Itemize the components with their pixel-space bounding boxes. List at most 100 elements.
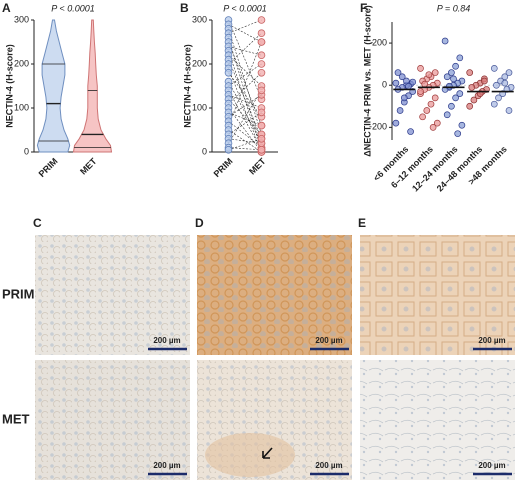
point bbox=[224, 146, 233, 154]
pair-line bbox=[228, 41, 262, 126]
pair-line bbox=[228, 32, 262, 65]
point bbox=[470, 96, 478, 104]
point bbox=[257, 38, 266, 46]
pair-line bbox=[228, 50, 262, 150]
panel-letter: C bbox=[33, 216, 42, 230]
point bbox=[505, 69, 513, 76]
point bbox=[493, 81, 500, 89]
point bbox=[425, 71, 433, 79]
pair-line bbox=[228, 90, 262, 150]
point bbox=[405, 82, 412, 90]
point bbox=[257, 121, 266, 130]
point bbox=[466, 102, 474, 110]
violin bbox=[72, 19, 113, 153]
pair-line bbox=[228, 63, 262, 87]
y-tick-label: 200 bbox=[14, 58, 29, 68]
scale-bar-label: 200 µm bbox=[315, 461, 342, 470]
point bbox=[429, 124, 437, 131]
pair-line bbox=[228, 94, 262, 109]
y-tick-label: 300 bbox=[14, 14, 29, 24]
point bbox=[257, 108, 266, 117]
scale-bar-label: 200 µm bbox=[315, 336, 342, 345]
pair-line bbox=[228, 94, 262, 118]
pair-line bbox=[228, 41, 262, 126]
y-tick-label: 200 bbox=[372, 37, 387, 47]
pair-line bbox=[228, 112, 262, 135]
scale-bar-label: 200 µm bbox=[478, 336, 505, 345]
point bbox=[409, 78, 417, 86]
point bbox=[441, 37, 449, 45]
pair-line bbox=[228, 28, 262, 135]
violin bbox=[36, 19, 71, 153]
point bbox=[400, 94, 408, 102]
pair-line bbox=[228, 138, 262, 151]
point bbox=[396, 107, 404, 114]
pair-line bbox=[228, 120, 262, 148]
panel-letter: A bbox=[2, 1, 11, 15]
y-tick-label: 100 bbox=[192, 102, 207, 112]
x-tick-label: MET bbox=[78, 156, 99, 177]
pair-line bbox=[228, 24, 262, 43]
y-tick-label: 0 bbox=[24, 146, 29, 156]
image-texture bbox=[360, 360, 515, 480]
panel-letter: B bbox=[180, 1, 189, 15]
panel-letter: F bbox=[360, 1, 367, 15]
stain-region bbox=[205, 433, 295, 477]
point bbox=[419, 113, 426, 121]
y-tick-label: 0 bbox=[382, 80, 387, 90]
point bbox=[454, 130, 462, 138]
micrographs bbox=[35, 235, 515, 480]
point bbox=[456, 90, 464, 97]
pair-line bbox=[228, 59, 262, 139]
image-texture bbox=[35, 360, 190, 480]
row-label: MET bbox=[2, 411, 30, 426]
point bbox=[257, 16, 266, 24]
pair-line bbox=[228, 98, 262, 135]
pair-line bbox=[228, 81, 262, 144]
point bbox=[490, 100, 498, 108]
point bbox=[257, 51, 266, 59]
point bbox=[257, 29, 266, 38]
point bbox=[481, 77, 488, 85]
arrow bbox=[262, 447, 273, 459]
point bbox=[427, 100, 435, 108]
y-axis-label: ΔNECTIN-4 PRIM vs. MET (H-score) bbox=[362, 5, 372, 157]
point bbox=[490, 65, 498, 72]
point bbox=[392, 119, 400, 127]
row-label: PRIM bbox=[2, 286, 35, 301]
pair-line bbox=[228, 72, 262, 117]
point bbox=[431, 69, 439, 76]
point bbox=[257, 86, 266, 95]
panel-letter: D bbox=[195, 216, 204, 230]
point bbox=[443, 73, 451, 81]
point bbox=[417, 65, 424, 72]
pair-line bbox=[228, 54, 262, 87]
point bbox=[224, 69, 233, 77]
chart-title: P < 0.0001 bbox=[223, 3, 266, 13]
x-tick-label: PRIM bbox=[37, 156, 60, 179]
pair-line bbox=[228, 46, 262, 56]
point bbox=[423, 107, 431, 114]
point bbox=[456, 54, 464, 62]
point bbox=[445, 82, 453, 90]
image-texture bbox=[360, 235, 515, 355]
x-tick-label: PRIM bbox=[212, 156, 235, 179]
pair-line bbox=[228, 72, 262, 104]
point bbox=[452, 94, 459, 102]
pair-line bbox=[228, 68, 262, 153]
x-tick-label: MET bbox=[247, 156, 268, 177]
panel-letter: E bbox=[358, 216, 366, 230]
point bbox=[392, 79, 400, 87]
image-texture bbox=[35, 235, 190, 355]
pair-line bbox=[228, 112, 262, 126]
point bbox=[448, 102, 455, 110]
point bbox=[466, 69, 474, 76]
pair-line bbox=[228, 129, 262, 153]
y-axis-label: NECTIN-4 (H-score) bbox=[182, 44, 192, 128]
point bbox=[452, 62, 459, 70]
scale-bar-label: 200 µm bbox=[153, 461, 180, 470]
image-texture bbox=[197, 235, 352, 355]
y-tick-label: 100 bbox=[14, 102, 29, 112]
point bbox=[407, 128, 414, 135]
pair-line bbox=[228, 107, 262, 153]
